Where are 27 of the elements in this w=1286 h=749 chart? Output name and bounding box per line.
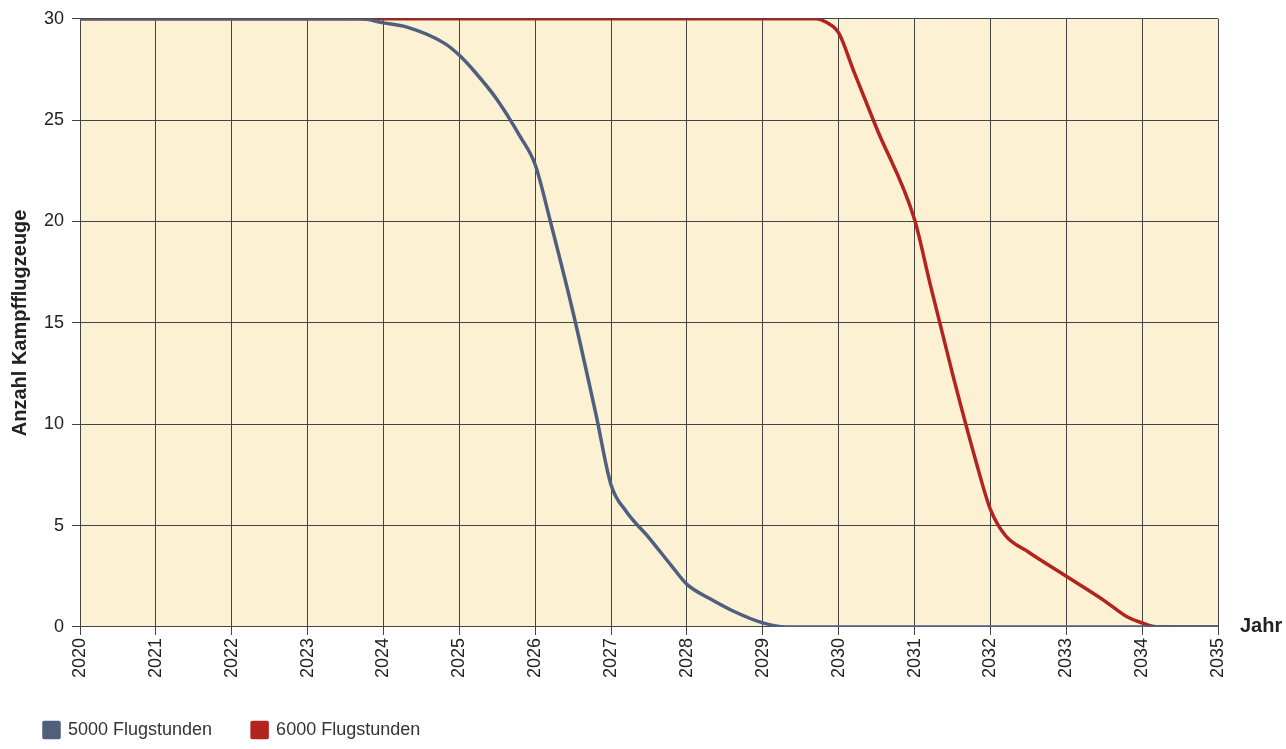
x-tick-label: 2028 bbox=[675, 637, 696, 678]
y-tick-label: 15 bbox=[43, 311, 65, 332]
y-tick-label: 0 bbox=[54, 615, 65, 636]
y-tick-label: 30 bbox=[43, 7, 65, 28]
y-tick-label: 25 bbox=[43, 109, 65, 130]
x-tick-label: 2020 bbox=[68, 637, 89, 678]
x-tick-label: 2034 bbox=[1131, 637, 1152, 678]
x-tick-label: 2021 bbox=[144, 637, 165, 678]
x-tick-label: 2023 bbox=[296, 637, 317, 678]
x-tick-label: 2029 bbox=[751, 637, 772, 678]
x-axis-title: Jahr bbox=[1240, 614, 1283, 637]
x-tick-label: 2026 bbox=[524, 637, 545, 678]
x-tick-label: 2027 bbox=[600, 637, 621, 678]
legend-label: 6000 Flugstunden bbox=[276, 718, 421, 739]
x-tick-label: 2031 bbox=[903, 637, 924, 678]
y-tick-label: 10 bbox=[43, 413, 65, 434]
y-tick-label: 20 bbox=[43, 210, 65, 231]
x-tick-label: 2033 bbox=[1055, 637, 1076, 678]
x-tick-label: 2035 bbox=[1206, 637, 1227, 678]
x-tick-label: 2032 bbox=[979, 637, 1000, 678]
x-tick-label: 2022 bbox=[220, 637, 241, 678]
x-tick-label: 2030 bbox=[827, 637, 848, 678]
x-tick-label: 2025 bbox=[448, 637, 469, 678]
y-axis-title: Anzahl Kampfflugzeuge bbox=[7, 209, 30, 437]
legend-label: 5000 Flugstunden bbox=[68, 718, 213, 739]
y-tick-label: 5 bbox=[54, 514, 65, 535]
x-tick-label: 2024 bbox=[372, 637, 393, 678]
